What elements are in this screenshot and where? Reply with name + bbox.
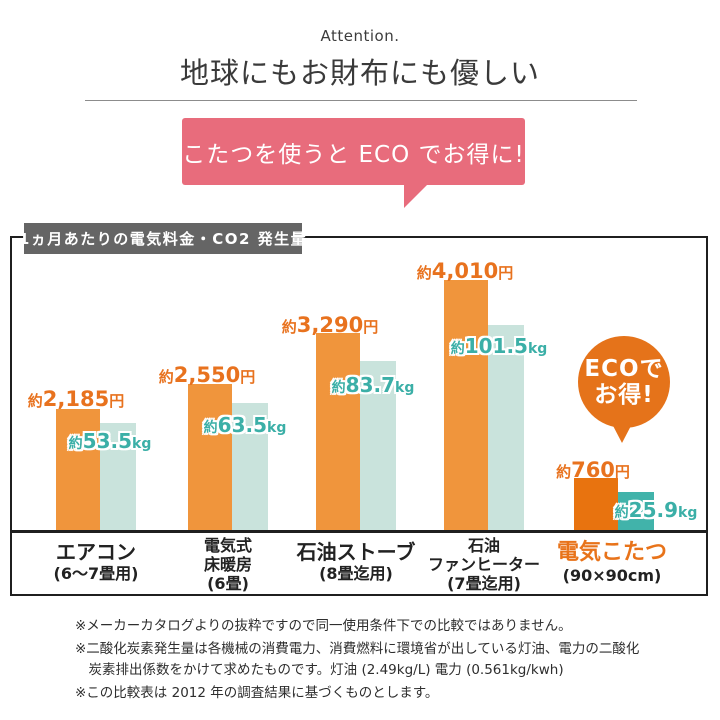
yen-bar xyxy=(316,333,360,531)
category-label-line: (6〜7畳用) xyxy=(53,564,139,583)
category-label: 石油ストーブ (8畳迄用) xyxy=(297,540,416,583)
yen-bar xyxy=(188,384,232,531)
co2-value: 53.5 xyxy=(82,429,133,453)
co2-value: 83.7 xyxy=(345,373,396,397)
co2-unit: kg xyxy=(267,420,287,436)
approx-prefix: 約 xyxy=(281,318,297,336)
eco-badge: ECOで お得! xyxy=(578,336,670,428)
category-label-line: 床暖房 xyxy=(203,555,253,574)
category-label-line: (8畳迄用) xyxy=(319,564,393,583)
category-label-line: 電気式 xyxy=(203,536,253,555)
approx-prefix: 約 xyxy=(450,341,465,357)
approx-prefix: 約 xyxy=(331,380,346,396)
category-label-line: 石油ストーブ xyxy=(296,540,416,564)
approx-prefix: 約 xyxy=(158,368,174,386)
category-label-line: 電気こたつ xyxy=(556,540,668,565)
yen-value-label: 約2,185円 xyxy=(28,387,124,411)
divider-line xyxy=(85,100,637,101)
attention-label: Attention. xyxy=(320,27,400,45)
co2-unit: kg xyxy=(527,341,548,357)
yen-value-label: 約3,290円 xyxy=(282,313,378,337)
page-title: 地球にもお財布にも優しい xyxy=(179,56,540,90)
yen-value-label: 約4,010円 xyxy=(417,259,513,283)
category-label-line: (7畳迄用) xyxy=(447,574,521,593)
eco-badge-line2: お得! xyxy=(594,382,654,408)
footnotes: ※メーカーカタログよりの抜粋ですので同一使用条件下での比較ではありません。 ※二… xyxy=(75,616,685,706)
yen-value: 4,010 xyxy=(431,259,499,283)
yen-bar xyxy=(56,409,100,531)
category-label-line: 石油 xyxy=(467,536,501,555)
co2-value-label: 約101.5kg xyxy=(451,334,548,358)
co2-value-label: 約53.5kg xyxy=(69,429,152,453)
co2-value-label: 約63.5kg xyxy=(204,413,287,437)
yen-unit: 円 xyxy=(109,392,125,410)
co2-value-label: 約25.9kg xyxy=(615,498,698,522)
co2-unit: kg xyxy=(678,505,698,521)
approx-prefix: 約 xyxy=(27,392,43,410)
category-label-line: (90×90cm) xyxy=(562,566,662,585)
chart-title: 1ヵ月あたりの電気料金・CO2 発生量 xyxy=(19,223,306,254)
co2-unit: kg xyxy=(132,436,152,452)
approx-prefix: 約 xyxy=(614,505,629,521)
yen-value: 2,550 xyxy=(173,363,241,387)
yen-value: 2,185 xyxy=(42,387,110,411)
co2-value: 63.5 xyxy=(217,413,268,437)
eco-badge-line1: ECOで xyxy=(584,355,664,382)
yen-value-label: 約2,550円 xyxy=(159,363,255,387)
yen-unit: 円 xyxy=(498,264,514,282)
category-label-line: エアコン xyxy=(56,540,136,564)
yen-unit: 円 xyxy=(363,318,379,336)
footnote: ※メーカーカタログよりの抜粋ですので同一使用条件下での比較ではありません。 xyxy=(75,618,572,634)
co2-unit: kg xyxy=(395,380,415,396)
co2-value: 101.5 xyxy=(464,334,528,358)
category-label: エアコン (6〜7畳用) xyxy=(54,540,139,583)
category-label: 電気式 床暖房 (6畳) xyxy=(204,536,252,593)
category-label-line: (6畳) xyxy=(207,574,249,593)
yen-value: 760 xyxy=(571,458,615,482)
yen-unit: 円 xyxy=(240,368,256,386)
category-label-line: ファンヒーター xyxy=(427,555,541,574)
yen-value: 3,290 xyxy=(296,313,364,337)
footnote: ※この比較表は 2012 年の調査結果に基づくものとします。 xyxy=(75,684,439,701)
yen-unit: 円 xyxy=(614,463,630,481)
approx-prefix: 約 xyxy=(416,264,432,282)
footnote: ※二酸化炭素発生量は各機械の消費電力、消費燃料に環境省が出している灯油、電力の二… xyxy=(75,641,640,678)
approx-prefix: 約 xyxy=(68,436,83,452)
category-label: 電気こたつ (90×90cm) xyxy=(557,540,667,585)
speech-bubble-text: こたつを使うと ECO でお得に! xyxy=(182,141,525,168)
speech-bubble-tail xyxy=(404,184,428,208)
category-label: 石油 ファンヒーター (7畳迄用) xyxy=(428,536,540,593)
co2-value: 25.9 xyxy=(628,498,679,522)
chart-baseline xyxy=(12,530,706,533)
approx-prefix: 約 xyxy=(203,420,218,436)
approx-prefix: 約 xyxy=(556,463,572,481)
yen-bar xyxy=(444,280,488,531)
co2-value-label: 約83.7kg xyxy=(332,373,415,397)
yen-value-label: 約760円 xyxy=(556,458,630,482)
speech-bubble: こたつを使うと ECO でお得に! xyxy=(182,118,525,185)
yen-bar xyxy=(574,478,618,531)
